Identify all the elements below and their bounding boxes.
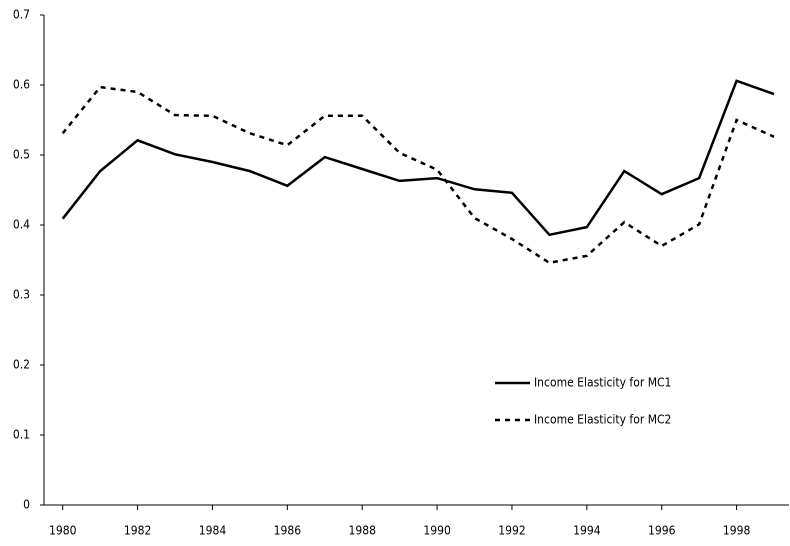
y-tick-label: 0 xyxy=(23,498,30,512)
y-tick-label: 0.1 xyxy=(13,428,30,442)
x-tick-label: 1994 xyxy=(573,524,601,538)
x-tick-label: 1992 xyxy=(498,524,525,538)
legend-label: Income Elasticity for MC2 xyxy=(534,413,671,427)
line-series xyxy=(61,85,775,265)
y-tick-label: 0.7 xyxy=(13,8,30,22)
y-tick-label: 0.3 xyxy=(13,288,30,302)
y-tick-label: 0.4 xyxy=(13,218,30,232)
x-tick-label: 1982 xyxy=(124,524,151,538)
legend-label: Income Elasticity for MC1 xyxy=(534,376,671,390)
x-tick-label: 1988 xyxy=(348,524,376,538)
y-tick-label: 0.6 xyxy=(13,78,30,92)
y-tick-label: 0.5 xyxy=(13,148,30,162)
line-series xyxy=(61,79,775,237)
x-tick-label: 1998 xyxy=(723,524,751,538)
y-tick-label: 0.2 xyxy=(13,358,30,372)
x-tick-label: 1984 xyxy=(199,524,227,538)
x-tick-label: 1980 xyxy=(49,524,77,538)
x-tick-label: 1990 xyxy=(423,524,451,538)
x-tick-label: 1996 xyxy=(648,524,676,538)
x-tick-label: 1986 xyxy=(274,524,302,538)
